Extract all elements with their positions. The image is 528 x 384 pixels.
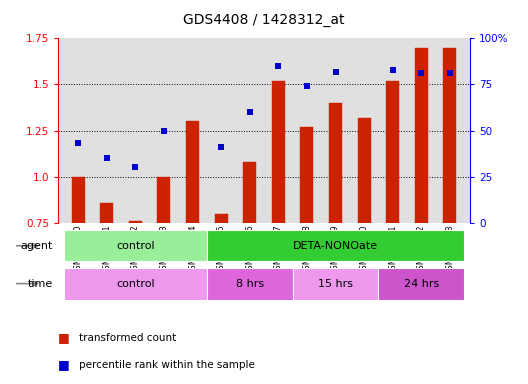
Bar <box>215 214 228 223</box>
Bar <box>379 268 464 300</box>
Bar <box>186 121 199 223</box>
Bar <box>207 230 464 261</box>
Text: ■: ■ <box>58 331 70 344</box>
Text: percentile rank within the sample: percentile rank within the sample <box>79 360 255 370</box>
Bar <box>64 268 207 300</box>
Bar <box>72 177 84 223</box>
Text: ■: ■ <box>58 358 70 371</box>
Bar <box>357 118 371 223</box>
Bar <box>272 81 285 223</box>
Bar <box>129 221 142 223</box>
Bar <box>329 103 342 223</box>
Text: control: control <box>116 241 155 251</box>
Text: DETA-NONOate: DETA-NONOate <box>293 241 378 251</box>
Bar <box>386 81 399 223</box>
Bar <box>243 162 256 223</box>
Bar <box>157 177 171 223</box>
Text: 24 hrs: 24 hrs <box>404 278 439 289</box>
Text: control: control <box>116 278 155 289</box>
Bar <box>444 48 456 223</box>
Text: time: time <box>27 278 53 289</box>
Text: agent: agent <box>21 241 53 251</box>
Bar <box>100 204 113 223</box>
Bar <box>300 127 313 223</box>
Text: transformed count: transformed count <box>79 333 176 343</box>
Text: 8 hrs: 8 hrs <box>235 278 264 289</box>
Bar <box>293 268 379 300</box>
Text: GDS4408 / 1428312_at: GDS4408 / 1428312_at <box>183 13 345 27</box>
Bar <box>64 230 207 261</box>
Text: 15 hrs: 15 hrs <box>318 278 353 289</box>
Bar <box>207 268 293 300</box>
Bar <box>415 48 428 223</box>
